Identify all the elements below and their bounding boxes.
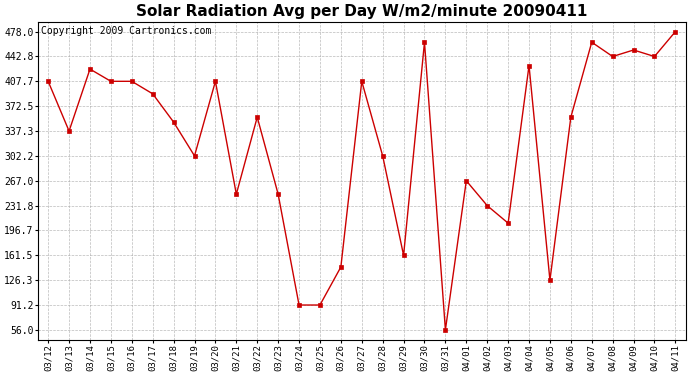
Title: Solar Radiation Avg per Day W/m2/minute 20090411: Solar Radiation Avg per Day W/m2/minute … [136,4,587,19]
Text: Copyright 2009 Cartronics.com: Copyright 2009 Cartronics.com [41,27,211,36]
